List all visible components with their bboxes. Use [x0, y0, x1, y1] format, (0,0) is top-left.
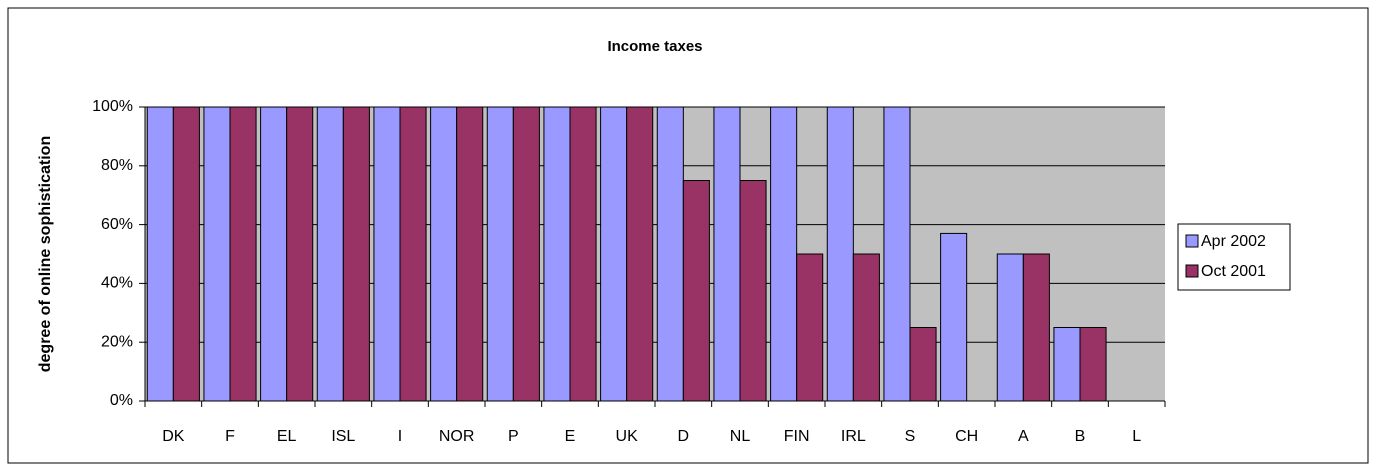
- bar: [909, 327, 937, 402]
- x-tick-label: A: [1018, 428, 1029, 445]
- x-tick-label: I: [398, 428, 402, 445]
- bar: [626, 106, 654, 402]
- bar: [172, 106, 200, 402]
- x-tick-label: EL: [277, 428, 297, 445]
- bar: [656, 106, 684, 402]
- bar: [940, 232, 968, 402]
- bar: [682, 180, 710, 402]
- y-tick-label: 80%: [101, 157, 133, 174]
- bar: [512, 106, 540, 402]
- x-tick-label: DK: [162, 428, 185, 445]
- y-axis-label: degree of online sophistication: [37, 136, 54, 372]
- bar: [373, 106, 401, 402]
- bar: [543, 106, 571, 402]
- legend-swatch: [1185, 264, 1199, 278]
- x-tick-label: B: [1075, 428, 1086, 445]
- x-tick-label: NL: [730, 428, 751, 445]
- bar: [1079, 327, 1107, 402]
- bar: [826, 106, 854, 402]
- chart-title: Income taxes: [607, 38, 702, 55]
- y-tick-label: 40%: [101, 275, 133, 292]
- x-tick-label: D: [678, 428, 690, 445]
- x-tick-label: L: [1132, 428, 1141, 445]
- bar: [569, 106, 597, 402]
- bar: [430, 106, 458, 402]
- bar: [229, 106, 257, 402]
- bar: [203, 106, 231, 402]
- bar: [342, 106, 370, 402]
- bar: [600, 106, 628, 402]
- bar: [852, 253, 880, 402]
- bar: [399, 106, 427, 402]
- bar: [996, 253, 1024, 402]
- x-tick-label: UK: [616, 428, 639, 445]
- bar: [883, 106, 911, 402]
- y-tick-label: 0%: [110, 392, 133, 409]
- legend-label: Apr 2002: [1201, 233, 1266, 250]
- bar: [1022, 253, 1050, 402]
- x-tick-label: E: [565, 428, 576, 445]
- plot-area: [145, 107, 1165, 401]
- bar: [316, 106, 344, 402]
- x-tick-label: F: [225, 428, 235, 445]
- y-tick-label: 20%: [101, 333, 133, 350]
- legend-swatch: [1185, 234, 1199, 248]
- bar: [286, 106, 314, 402]
- bar: [796, 253, 824, 402]
- legend-label: Oct 2001: [1201, 263, 1266, 280]
- bar: [146, 106, 174, 402]
- bar: [770, 106, 798, 402]
- bar: [713, 106, 741, 402]
- y-tick-label: 100%: [92, 98, 133, 115]
- bar: [1053, 327, 1081, 402]
- x-tick-label: S: [905, 428, 916, 445]
- bar: [486, 106, 514, 402]
- x-tick-label: CH: [955, 428, 978, 445]
- x-tick-label: P: [508, 428, 519, 445]
- bar: [260, 106, 288, 402]
- bar: [456, 106, 484, 402]
- x-tick-label: IRL: [841, 428, 866, 445]
- x-tick-label: ISL: [331, 428, 355, 445]
- x-tick-label: NOR: [439, 428, 475, 445]
- bar: [739, 180, 767, 402]
- x-tick-label: FIN: [784, 428, 810, 445]
- y-tick-label: 60%: [101, 216, 133, 233]
